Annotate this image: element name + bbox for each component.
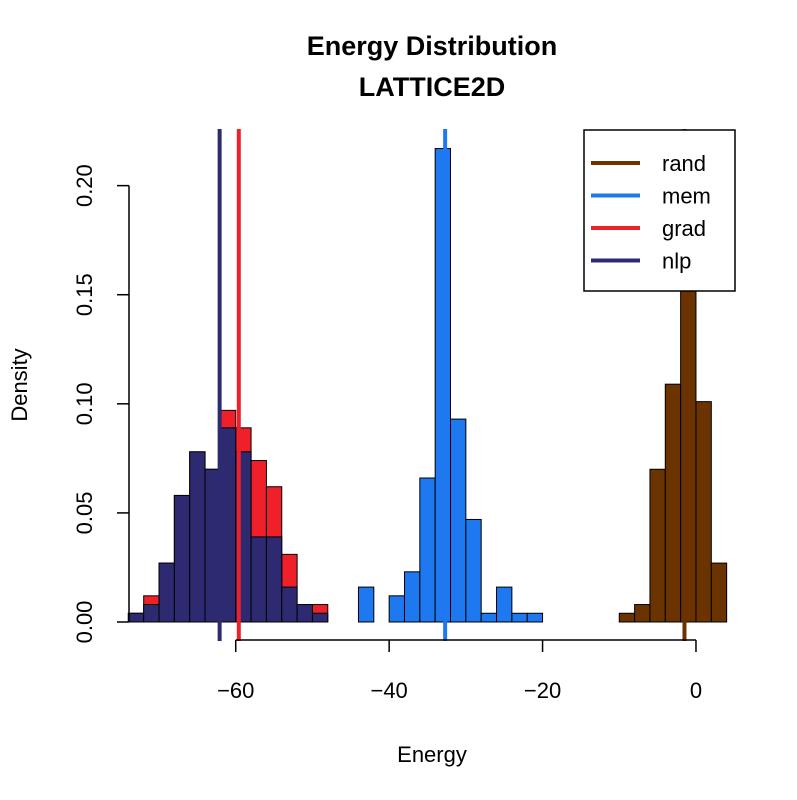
legend-box <box>583 129 736 292</box>
bar-rand-1 <box>634 604 651 623</box>
bar-mem-10 <box>526 612 544 623</box>
bar-rand-3 <box>664 383 682 623</box>
bar-mem-2 <box>403 571 421 623</box>
bar-rand-2 <box>649 468 666 623</box>
bar-rand-6 <box>710 562 728 623</box>
bar-nlp-0 <box>127 612 145 623</box>
bar-nlp-6 <box>219 427 237 623</box>
legend-label-nlp: nlp <box>662 249 691 274</box>
bar-rand-5 <box>695 401 712 623</box>
x-axis-label: Energy <box>397 742 467 767</box>
bar-nlp-11 <box>296 604 313 623</box>
legend: rand mem grad nlp <box>583 129 736 292</box>
bar-nlp-4 <box>189 451 206 623</box>
y-tick-label-3: 0.15 <box>72 273 97 316</box>
legend-label-grad: grad <box>662 216 706 241</box>
y-axis-label: Density <box>7 348 32 421</box>
bar-rand-0 <box>618 612 636 623</box>
bar-nlp-9 <box>265 536 283 623</box>
x-tick-label-1: −40 <box>370 678 407 703</box>
y-tick-label-0: 0.00 <box>72 601 97 644</box>
bar-nlp-10 <box>281 586 298 623</box>
bar-mem-3 <box>419 477 436 623</box>
legend-label-mem: mem <box>662 184 711 209</box>
bar-nlp-8 <box>250 536 267 623</box>
bar-nlp-12 <box>311 612 329 623</box>
bar-nlp-2 <box>158 562 175 623</box>
bar-mem-7 <box>480 612 498 623</box>
bar-mem-9 <box>511 612 528 623</box>
y-tick-label-2: 0.10 <box>72 382 97 425</box>
bar-mem-0 <box>357 586 375 623</box>
x-tick-label-2: −20 <box>524 678 561 703</box>
bar-mem-6 <box>465 518 482 623</box>
bar-mem-8 <box>496 586 513 623</box>
chart-subtitle: LATTICE2D <box>359 72 506 102</box>
legend-label-rand: rand <box>662 151 706 176</box>
y-axis: 0.00 0.05 0.10 0.15 0.20 <box>72 164 130 644</box>
y-tick-label-1: 0.05 <box>72 491 97 534</box>
bar-mem-4 <box>434 148 452 623</box>
y-tick-label-4: 0.20 <box>72 164 97 207</box>
chart-title: Energy Distribution <box>307 31 558 61</box>
x-tick-label-0: −60 <box>217 678 254 703</box>
bar-mem-5 <box>450 418 467 623</box>
bar-nlp-1 <box>143 604 160 623</box>
x-tick-label-3: 0 <box>690 678 702 703</box>
x-axis: −60 −40 −20 0 <box>217 639 702 703</box>
bar-nlp-3 <box>173 494 191 623</box>
bar-mem-1 <box>388 595 405 623</box>
